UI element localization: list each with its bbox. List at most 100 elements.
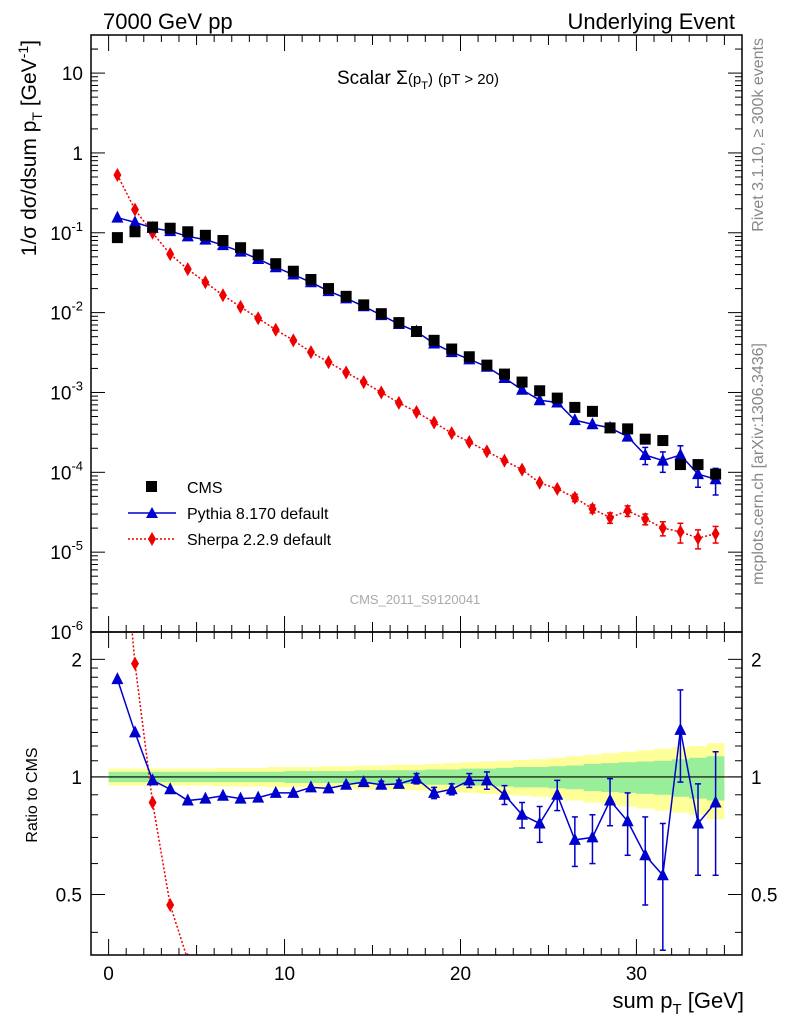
rivet-label: Rivet 3.1.10, ≥ 300k events [750,38,767,232]
cms-point [428,334,440,346]
cms-point [516,376,528,388]
analysis-watermark: CMS_2011_S9120041 [350,592,481,607]
top-y-tick-label: 10 [62,64,83,85]
ratio-y-tick-label-right: 2 [751,650,762,671]
sherpa-point [166,247,175,262]
sherpa-point [658,521,667,536]
x-tick-label: 30 [626,964,647,985]
sherpa-point [535,475,544,490]
ratio-pythia-point [128,725,141,738]
ratio-pythia-point [463,773,476,786]
cms-point [340,290,352,302]
cms-point [164,222,176,234]
cms-point [692,459,704,471]
cms-point [622,423,634,435]
cms-point [375,308,387,320]
ratio-pythia-point [392,776,405,789]
cms-point [463,351,475,363]
pythia-point [639,447,652,460]
ratio-pythia-point [252,790,265,803]
cms-point [323,283,335,295]
pythia-point [656,453,669,466]
sherpa-point [271,322,280,337]
legend-pythia-marker [146,507,158,518]
sherpa-point [236,299,245,314]
sherpa-point [306,345,315,360]
ratio-y-tick-label: 2 [71,650,82,671]
ratio-pythia-point [164,782,177,795]
ratio-pythia-point [111,672,124,685]
ratio-y-axis: 0.5 0.5 1 1 2 2 [56,650,777,933]
ratio-pythia-point [375,777,388,790]
x-axis: 0 10 20 30 [103,632,725,985]
cms-point [586,405,598,417]
sherpa-point [606,510,615,525]
ratio-pythia-point [216,788,229,801]
sherpa-point [518,462,527,477]
ratio-pythia-point [410,771,423,784]
ratio-pythia-point [428,785,441,798]
ratio-pythia-point [604,793,617,806]
top-y-axis-label: 1/σ dσ/dsum pT [GeV-1] [15,40,45,256]
cms-point [498,368,510,380]
x-axis-label: sum pT [GeV] [613,988,744,1018]
sherpa-point [324,355,333,370]
sherpa-point [588,501,597,516]
sherpa-point [694,531,703,546]
sherpa-point [641,512,650,527]
ratio-pythia-point [639,848,652,861]
ratio-panel: 0.5 0.5 1 1 2 2 0 10 20 30 Ratio to CMS sum pT [… [24,631,777,1018]
pythia-point [568,413,581,426]
sherpa-point [430,415,439,430]
ratio-pythia-point [357,775,370,788]
ratio-panel-frame [90,631,743,956]
x-tick-label: 10 [274,964,295,985]
chart-title: Scalar Σ(pT) (pT > 20) [337,68,499,92]
ratio-pythia-point [533,816,546,829]
sherpa-point [500,453,509,468]
ratio-pythia-point [445,782,458,795]
x-tick-label: 0 [103,964,114,985]
sherpa-point [553,481,562,496]
ratio-sherpa-point [130,656,139,671]
sherpa-point [570,490,579,505]
sherpa-point [342,365,351,380]
cms-point [639,433,651,445]
ratio-pythia-point [551,787,564,800]
pythia-point [674,447,687,460]
pythia-point [621,429,634,442]
ratio-pythia-point [586,830,599,843]
cms-point [393,317,405,329]
pythia-point [111,210,124,223]
ratio-pythia-point [674,722,687,735]
sherpa-point [218,288,227,303]
cms-point [199,229,211,241]
sherpa-point [377,385,386,400]
cms-point [710,468,722,480]
cms-point [657,435,669,447]
ratio-pythia-point [709,795,722,808]
legend-sherpa-marker [148,532,156,546]
top-y-tick-label: 10-5 [50,538,83,564]
ratio-y-axis-label: Ratio to CMS [24,747,41,842]
sherpa-point [482,444,491,459]
sherpa-point [359,375,368,390]
ratio-pythia-point [480,773,493,786]
top-y-tick-label: 10-6 [50,618,83,644]
sherpa-point [201,275,210,290]
legend-pythia-label: Pythia 8.170 default [187,506,329,523]
ratio-pythia-point [304,780,317,793]
ratio-y-tick-label-right: 0.5 [751,886,777,907]
ratio-sherpa-line [131,632,187,955]
cms-point [551,392,563,404]
legend-cms-label: CMS [187,480,223,497]
top-y-tick-label: 10-3 [50,378,83,404]
cms-point [674,459,686,471]
ratio-pythia-point [692,816,705,829]
cms-point [569,401,581,413]
ratio-pythia-point [269,785,282,798]
cms-point [534,385,546,397]
cms-point [481,359,493,371]
top-y-tick-label: 10-2 [50,299,83,325]
cms-point [235,242,247,254]
